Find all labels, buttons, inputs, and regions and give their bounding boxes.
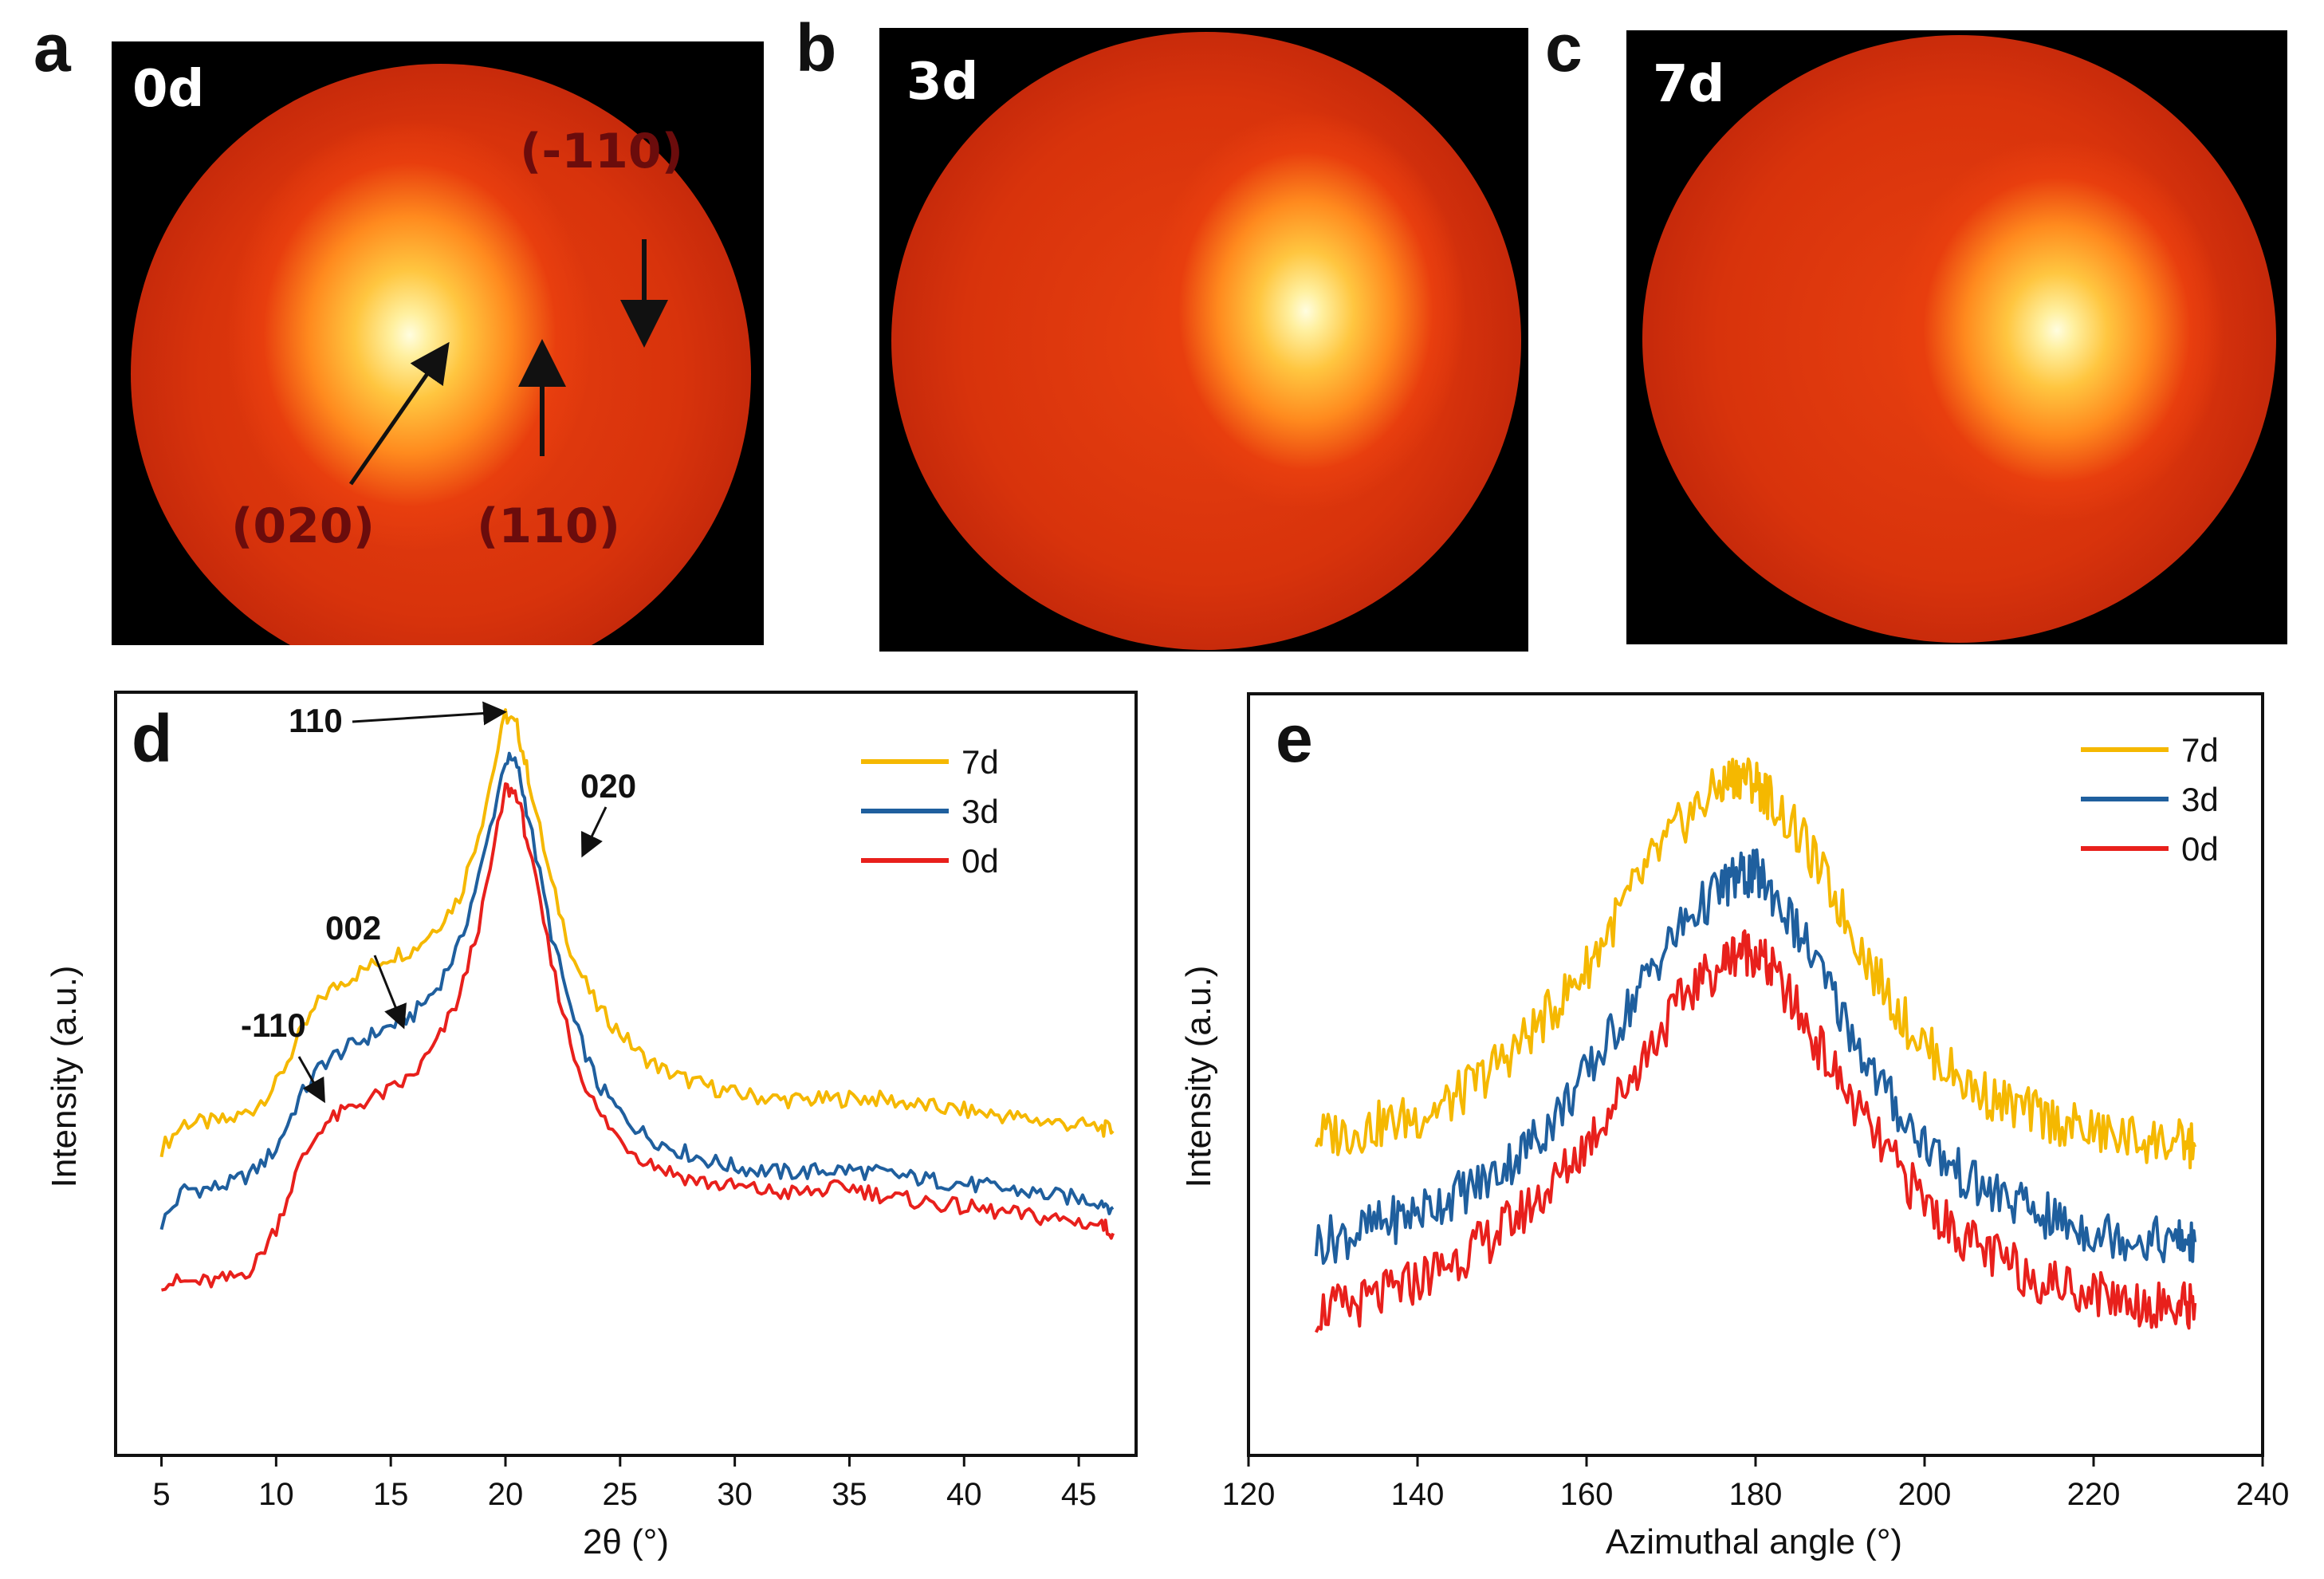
panel-letter-d: d <box>132 701 172 776</box>
legend-label-0d: 0d <box>961 842 999 880</box>
chart-d-2theta: d 5 10 15 20 25 30 35 40 45 7d 3d 0d 110 020 002 -… <box>45 691 1138 1561</box>
x-tick-label: 200 <box>1898 1477 1952 1512</box>
arrow-peak-020 <box>580 806 608 858</box>
x-tick-label: 220 <box>2067 1477 2121 1512</box>
chart-e-frame <box>1247 692 2264 1457</box>
x-tick-label: 10 <box>258 1477 294 1512</box>
series-line-7d <box>1314 757 2197 1170</box>
chart-d-xlabel: 2θ (°) <box>583 1522 669 1561</box>
legend-label-3d: 3d <box>961 793 999 830</box>
x-tick-label: 40 <box>946 1477 982 1512</box>
annotation-020: (020) <box>231 498 376 554</box>
arrow-020 <box>348 341 450 486</box>
day-label-0d: 0d <box>132 60 205 119</box>
x-tick-label: 180 <box>1729 1477 1783 1512</box>
series-line-0d <box>161 782 1115 1292</box>
legend-label-7d: 7d <box>961 743 999 781</box>
chart-e-azimuthal: e 120 140 160 180 200 220 240 7d 3d 0d Azimuthal… <box>1179 692 2290 1561</box>
panel-letter-c: c <box>1545 10 1583 85</box>
series-line-0d <box>1314 929 2197 1333</box>
xrd-pattern-7d: 7d <box>1626 30 2287 644</box>
xrd-pattern-3d: 3d <box>879 28 1528 652</box>
chart-e-ylabel: Intensity (a.u.) <box>1179 966 1218 1188</box>
x-tick-label: 30 <box>717 1477 753 1512</box>
annotation-110: (110) <box>477 498 621 554</box>
arrow-peak-110 <box>352 701 507 726</box>
x-tick-label: 45 <box>1061 1477 1097 1512</box>
x-tick-label: 25 <box>603 1477 639 1512</box>
legend-label-7d: 7d <box>2181 731 2219 769</box>
x-tick-label: 120 <box>1222 1477 1276 1512</box>
panel-letter-a: a <box>33 10 71 85</box>
day-label-3d: 3d <box>906 53 979 112</box>
legend-label-3d: 3d <box>2181 781 2219 818</box>
xrd-pattern-0d: 0d (-110) (020) (110) <box>112 41 764 645</box>
series-line-3d <box>159 751 1115 1231</box>
day-label-7d: 7d <box>1653 55 1725 114</box>
annotation-minus-110: (-110) <box>520 124 683 179</box>
peak-label-110: 110 <box>289 702 343 739</box>
legend-label-0d: 0d <box>2181 830 2219 868</box>
x-tick-label: 240 <box>2236 1477 2290 1512</box>
x-tick-label: 140 <box>1391 1477 1445 1512</box>
x-tick-label: 15 <box>373 1477 409 1512</box>
chart-d-frame <box>114 691 1138 1457</box>
chart-d-ylabel: Intensity (a.u.) <box>45 966 84 1188</box>
x-tick-label: 20 <box>488 1477 524 1512</box>
series-line-7d <box>159 708 1115 1158</box>
peak-label-002: 002 <box>325 909 381 947</box>
x-tick-label: 160 <box>1560 1477 1614 1512</box>
chart-e-xlabel: Azimuthal angle (°) <box>1606 1522 1902 1561</box>
arrow-peak-minus-110 <box>297 1056 325 1104</box>
arrow-peak-002 <box>373 955 407 1030</box>
peak-label-020: 020 <box>580 767 636 805</box>
peak-label-minus-110: -110 <box>241 1006 306 1044</box>
panel-letter-b: b <box>796 10 837 85</box>
x-tick-label: 5 <box>152 1477 170 1512</box>
series-line-3d <box>1314 848 2197 1265</box>
x-tick-label: 35 <box>832 1477 867 1512</box>
panel-letter-e: e <box>1276 701 1313 776</box>
